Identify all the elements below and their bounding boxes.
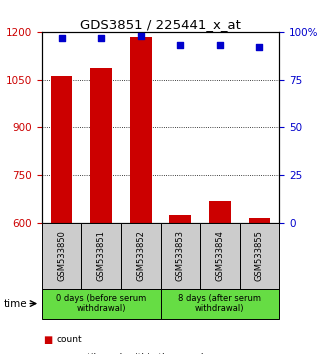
Text: GSM533852: GSM533852 xyxy=(136,230,145,281)
Text: percentile rank within the sample: percentile rank within the sample xyxy=(56,353,209,354)
Point xyxy=(99,35,104,40)
Text: GSM533851: GSM533851 xyxy=(97,230,106,281)
Text: 0 days (before serum
withdrawal): 0 days (before serum withdrawal) xyxy=(56,294,146,313)
Title: GDS3851 / 225441_x_at: GDS3851 / 225441_x_at xyxy=(80,18,241,31)
Text: GSM533853: GSM533853 xyxy=(176,230,185,281)
Text: GSM533855: GSM533855 xyxy=(255,230,264,281)
Point xyxy=(217,42,222,48)
Text: ■: ■ xyxy=(43,335,53,345)
Bar xyxy=(169,215,191,223)
Bar xyxy=(248,218,270,223)
Point xyxy=(257,44,262,50)
Bar xyxy=(209,201,231,223)
Text: time: time xyxy=(3,298,27,309)
Point xyxy=(59,35,64,40)
Text: count: count xyxy=(56,335,82,344)
Text: 8 days (after serum
withdrawal): 8 days (after serum withdrawal) xyxy=(178,294,261,313)
Bar xyxy=(51,75,73,223)
Bar xyxy=(130,37,152,223)
Bar xyxy=(90,68,112,223)
Text: GSM533854: GSM533854 xyxy=(215,230,224,281)
Point xyxy=(178,42,183,48)
Text: ■: ■ xyxy=(43,353,53,354)
Text: GSM533850: GSM533850 xyxy=(57,230,66,281)
Point xyxy=(138,33,143,39)
